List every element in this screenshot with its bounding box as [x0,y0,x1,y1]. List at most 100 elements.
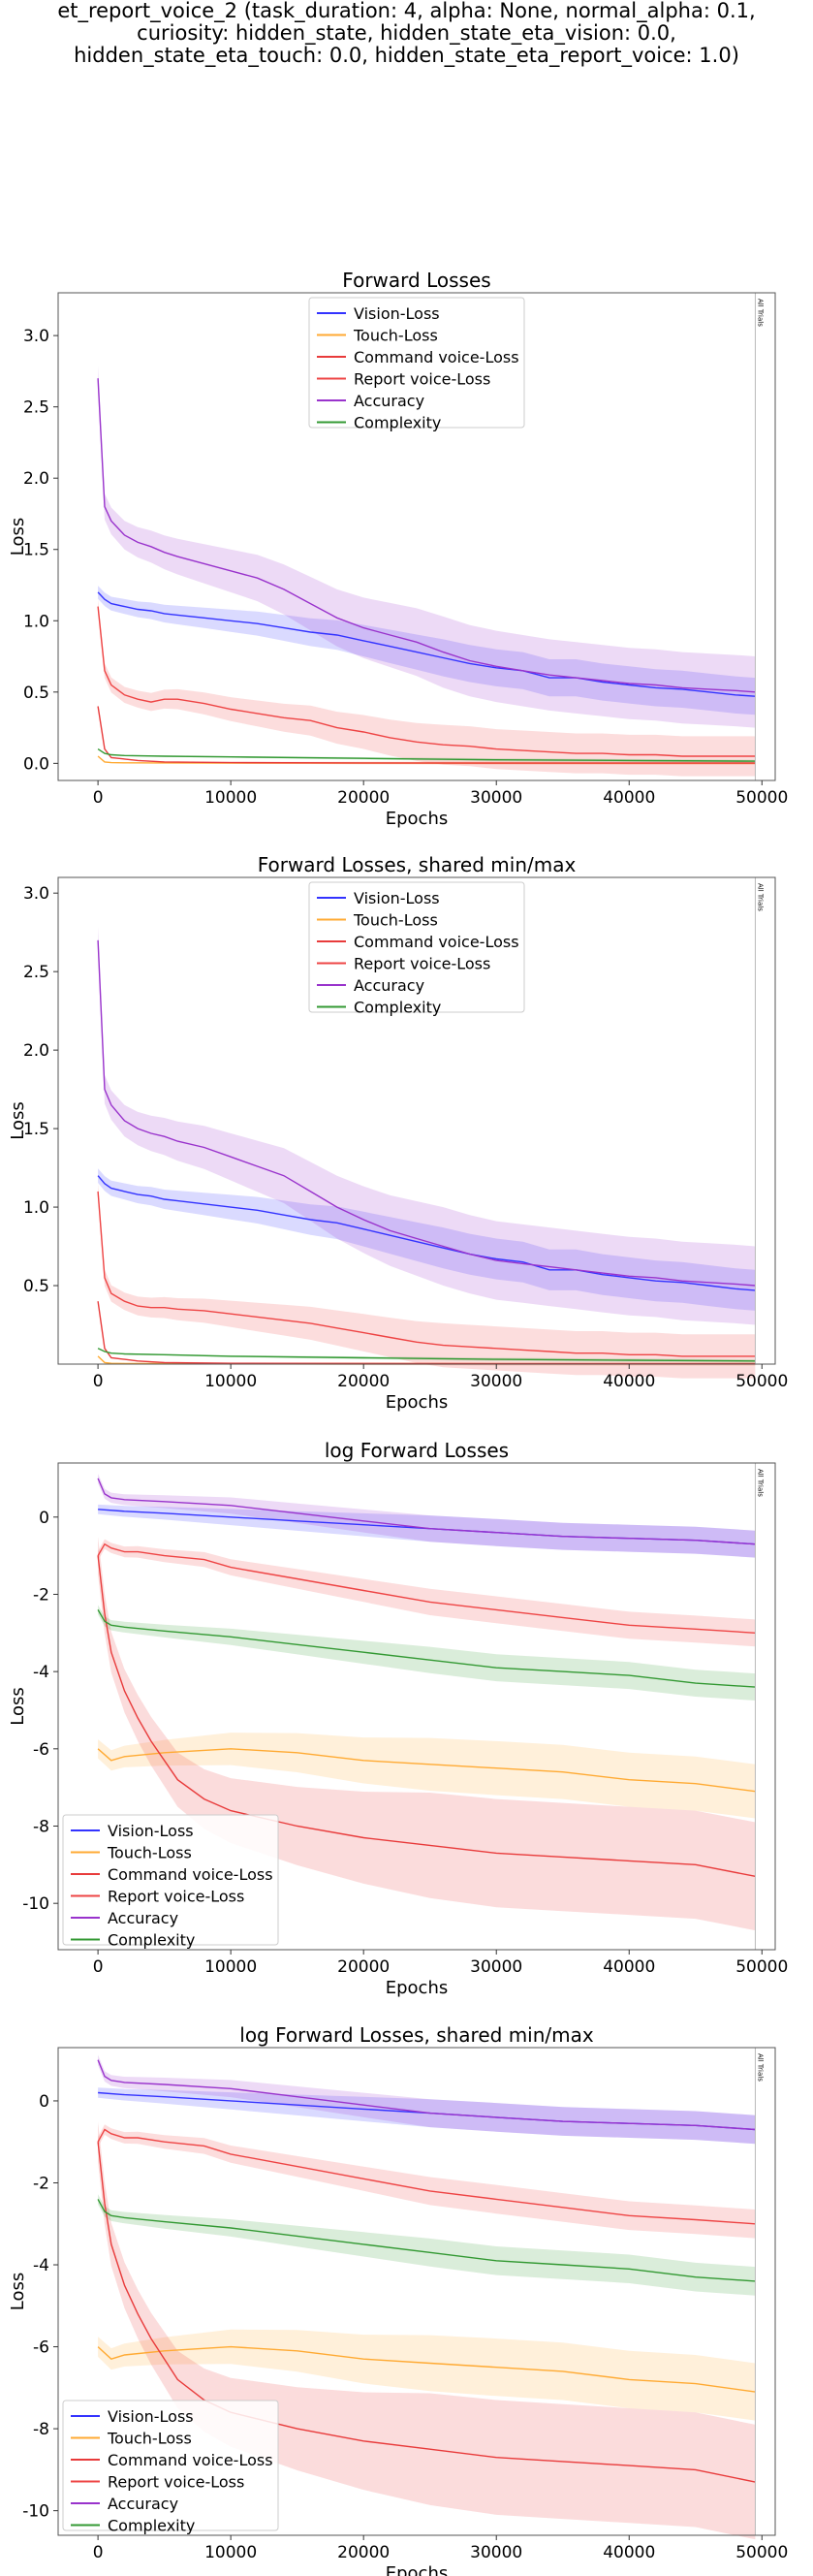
x-tick-label: 40000 [603,1372,655,1391]
line-complexity [97,2199,756,2282]
legend-entry-vision-loss: Vision-Loss [108,2407,194,2426]
line-accuracy [97,939,756,1287]
band-report-voice-loss [98,1183,756,1379]
band-vision-loss [98,586,756,716]
x-tick-label: 0 [93,788,104,808]
y-tick-label: 0 [39,2092,49,2112]
line-report-voice-loss [97,606,756,757]
band-complexity [98,1348,756,1363]
legend-entry-touch-loss: Touch-Loss [353,327,438,345]
x-tick-label: 0 [93,1957,104,1977]
legend-entry-complexity: Complexity [108,1931,195,1950]
chart-panel-3: All Trials 0 10000 20000 30000 40000 50000 -10 -… [8,1439,788,1998]
x-tick-label: 10000 [204,1957,257,1977]
legend-entry-touch-loss: Touch-Loss [107,1844,192,1862]
band-complexity [98,748,756,763]
y-axis-label: Loss [8,518,28,556]
line-command-voice-loss [97,1555,756,1877]
y-tick-label: -2 [33,1585,49,1605]
y-tick-label: 3.0 [23,884,49,904]
x-tick-label: 10000 [204,1372,257,1391]
legend-entry-accuracy: Accuracy [354,976,424,995]
suptitle-line-3: hidden_state_eta_touch: 0.0, hidden_stat… [74,44,739,67]
line-report-voice-loss [97,1542,756,1634]
legend: Vision-Loss Touch-Loss Command voice-Loss R… [308,881,525,1017]
y-tick-label: 2.5 [23,963,49,982]
y-tick-label: -4 [33,2256,49,2275]
all-trials-label: All Trials [756,883,764,911]
chart-title: Forward Losses, shared min/max [258,853,577,876]
line-accuracy [97,378,756,693]
y-tick-label: 1.0 [23,612,49,631]
legend: Vision-Loss Touch-Loss Command voice-Loss R… [308,297,525,432]
x-axis-label: Epochs [386,2563,449,2576]
line-accuracy [97,2059,756,2131]
chart-panel-4: All Trials 0 10000 20000 30000 40000 50000 -10 -… [8,2023,788,2576]
legend-entry-command-voice-loss: Command voice-Loss [354,348,519,366]
line-vision-loss [97,1175,756,1291]
suptitle-line-2: curiosity: hidden_state, hidden_state_et… [137,21,676,45]
y-tick-label: 1.5 [23,541,49,560]
x-tick-label: 10000 [204,788,257,808]
legend-entry-complexity: Complexity [354,414,441,432]
line-complexity [97,1348,756,1362]
chart-title: Forward Losses [342,269,490,292]
legend-entry-accuracy: Accuracy [108,1909,178,1927]
y-tick-label: -4 [33,1663,49,1682]
y-tick-label: 0.5 [23,1277,49,1296]
legend-entry-vision-loss: Vision-Loss [108,1822,194,1840]
plot-frame [57,2047,776,2536]
band-complexity [98,2194,756,2296]
chart-panel-2: All Trials 0 10000 20000 30000 40000 50000 0.5 1… [8,853,788,1413]
legend-entry-accuracy: Accuracy [354,392,424,410]
legend-box [62,2400,279,2531]
x-tick-label: 30000 [470,1957,522,1977]
x-tick-label: 0 [93,1372,104,1391]
legend-entry-vision-loss: Vision-Loss [354,889,440,907]
y-tick-label: 1.5 [23,1120,49,1139]
y-tick-label: 0 [39,1509,49,1528]
legend-entry-complexity: Complexity [354,999,441,1017]
chart-panel-1: All Trials 0 10000 20000 30000 40000 50000 0.0 0… [8,269,788,829]
y-tick-label: 3.0 [23,327,49,346]
x-tick-label: 30000 [470,1372,522,1391]
y-tick-label: -8 [33,1818,49,1837]
x-tick-label: 20000 [337,1372,390,1391]
legend: Vision-Loss Touch-Loss Command voice-Loss R… [62,2400,279,2535]
legend-entry-report-voice-loss: Report voice-Loss [108,1888,244,1906]
band-report-voice-loss [98,2124,756,2239]
y-tick-label: -6 [33,2338,49,2358]
legend-entry-report-voice-loss: Report voice-Loss [354,955,490,973]
line-touch-loss [97,2345,756,2393]
legend-entry-command-voice-loss: Command voice-Loss [108,2451,273,2469]
x-tick-label: 0 [93,2543,104,2562]
y-tick-label: 1.0 [23,1198,49,1218]
y-axis-label: Loss [8,2273,28,2310]
plot-frame [57,1462,776,1951]
all-trials-label: All Trials [756,299,764,327]
legend-box [308,297,525,429]
line-accuracy [97,1478,756,1545]
y-tick-label: -8 [33,2420,49,2439]
line-vision-loss [97,591,756,697]
plot-frame [57,876,776,1365]
all-trials-label: All Trials [756,1469,764,1497]
x-tick-label: 10000 [204,2543,257,2562]
x-tick-label: 50000 [735,2543,788,2562]
line-complexity [97,1609,756,1688]
band-complexity [98,1605,756,1701]
line-touch-loss [97,1748,756,1793]
legend-entry-touch-loss: Touch-Loss [353,911,438,930]
x-tick-label: 30000 [470,788,522,808]
line-complexity [97,748,756,762]
band-vision-loss [98,1504,756,1558]
x-tick-label: 20000 [337,788,390,808]
band-touch-loss [98,1733,756,1819]
x-tick-label: 40000 [603,788,655,808]
chart-title: log Forward Losses [325,1439,509,1462]
x-axis-label: Epochs [386,809,449,829]
legend-entry-command-voice-loss: Command voice-Loss [108,1865,273,1884]
y-tick-label: 0.5 [23,684,49,703]
line-report-voice-loss [97,1191,756,1357]
